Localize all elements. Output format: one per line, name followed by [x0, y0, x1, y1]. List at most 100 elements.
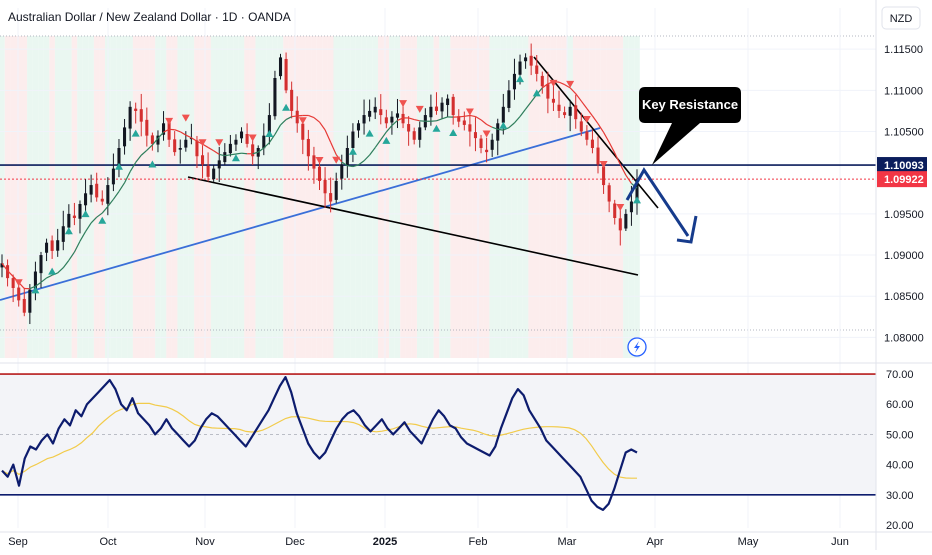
- signal-band: [222, 36, 228, 358]
- candle-body: [363, 115, 366, 123]
- signal-band: [233, 36, 239, 358]
- candle-body: [413, 131, 416, 140]
- lightning-icon[interactable]: [628, 338, 646, 356]
- signal-band: [473, 36, 479, 358]
- candle-body: [73, 216, 76, 218]
- moving-average-segment: [225, 155, 231, 156]
- signal-band: [372, 36, 378, 358]
- signal-band: [579, 36, 585, 358]
- candle-body: [374, 107, 377, 113]
- candle-body: [173, 139, 176, 152]
- signal-band: [450, 36, 456, 358]
- signal-band: [200, 36, 206, 358]
- candle-body: [552, 99, 555, 103]
- candle-body: [62, 226, 65, 242]
- signal-band: [595, 36, 601, 358]
- signal-band: [211, 36, 217, 358]
- candle-body: [379, 109, 382, 115]
- candle-body: [106, 185, 109, 204]
- signal-band: [228, 36, 234, 358]
- signal-band: [534, 36, 540, 358]
- candle-body: [518, 62, 521, 75]
- candle-body: [324, 180, 327, 193]
- candle-body: [619, 218, 622, 230]
- candle-body: [557, 105, 560, 111]
- candle-body: [78, 204, 81, 219]
- candle-body: [446, 99, 449, 105]
- candle: [279, 54, 282, 80]
- candle-body: [351, 132, 354, 148]
- candle-body: [179, 148, 182, 150]
- signal-band: [395, 36, 401, 358]
- moving-average-segment: [292, 116, 298, 117]
- candle-body: [463, 120, 466, 124]
- signal-band: [177, 36, 183, 358]
- signal-band: [428, 36, 434, 358]
- signal-band: [478, 36, 484, 358]
- price-tick-label: 1.11000: [884, 85, 923, 97]
- candle-body: [524, 57, 527, 61]
- signal-band: [423, 36, 429, 358]
- candle-body: [346, 148, 349, 165]
- signal-band: [138, 36, 144, 358]
- candle-body: [223, 152, 226, 162]
- moving-average-segment: [498, 129, 504, 130]
- candle-body: [51, 240, 54, 250]
- candle-body: [608, 185, 611, 201]
- signal-band: [489, 36, 495, 358]
- signal-band: [584, 36, 590, 358]
- signal-band: [127, 36, 133, 358]
- signal-band: [523, 36, 529, 358]
- currency-badge[interactable]: NZD: [882, 7, 920, 29]
- time-tick-label: Sep: [8, 536, 28, 548]
- signal-band: [300, 36, 306, 358]
- price-tick-label: 1.11500: [884, 44, 923, 56]
- signal-band: [618, 36, 624, 358]
- candle-body: [45, 243, 48, 253]
- candle-body: [134, 109, 137, 111]
- rsi-tick-label: 20.00: [886, 520, 914, 532]
- candle-body: [140, 109, 143, 121]
- candle-body: [251, 144, 254, 156]
- signal-band: [172, 36, 178, 358]
- signal-band: [189, 36, 195, 358]
- candle-body: [301, 124, 304, 140]
- signal-band: [439, 36, 445, 358]
- candle-body: [563, 112, 566, 115]
- time-tick-label: Nov: [195, 536, 215, 548]
- price-label-text: 1.09922: [884, 174, 924, 186]
- signal-band: [77, 36, 83, 358]
- price-tick-label: 1.08500: [884, 291, 924, 303]
- signal-band: [384, 36, 390, 358]
- candle-body: [218, 160, 221, 168]
- signal-band: [267, 36, 273, 358]
- moving-average-segment: [464, 115, 470, 116]
- candle-body: [123, 127, 126, 146]
- candle-body: [17, 288, 20, 301]
- signal-band: [456, 36, 462, 358]
- candle-body: [12, 278, 15, 288]
- candle-body: [307, 139, 310, 156]
- candle-body: [574, 105, 577, 119]
- rsi-tick-label: 40.00: [886, 460, 914, 472]
- moving-average-segment: [236, 153, 242, 154]
- candle-body: [290, 90, 293, 111]
- time-tick-label: Apr: [646, 536, 663, 548]
- candle-body: [95, 184, 98, 198]
- signal-band: [612, 36, 618, 358]
- signal-band: [417, 36, 423, 358]
- rsi-tick-label: 70.00: [886, 369, 914, 381]
- signal-band: [116, 36, 122, 358]
- candle-body: [357, 123, 360, 130]
- signal-band: [573, 36, 579, 358]
- candle-body: [541, 76, 544, 86]
- signal-band: [33, 36, 39, 358]
- signal-band: [590, 36, 596, 358]
- signal-band: [216, 36, 222, 358]
- price-tick-label: 1.08000: [884, 332, 924, 344]
- candle-body: [90, 185, 93, 195]
- signal-band: [150, 36, 156, 358]
- candle-body: [441, 103, 444, 112]
